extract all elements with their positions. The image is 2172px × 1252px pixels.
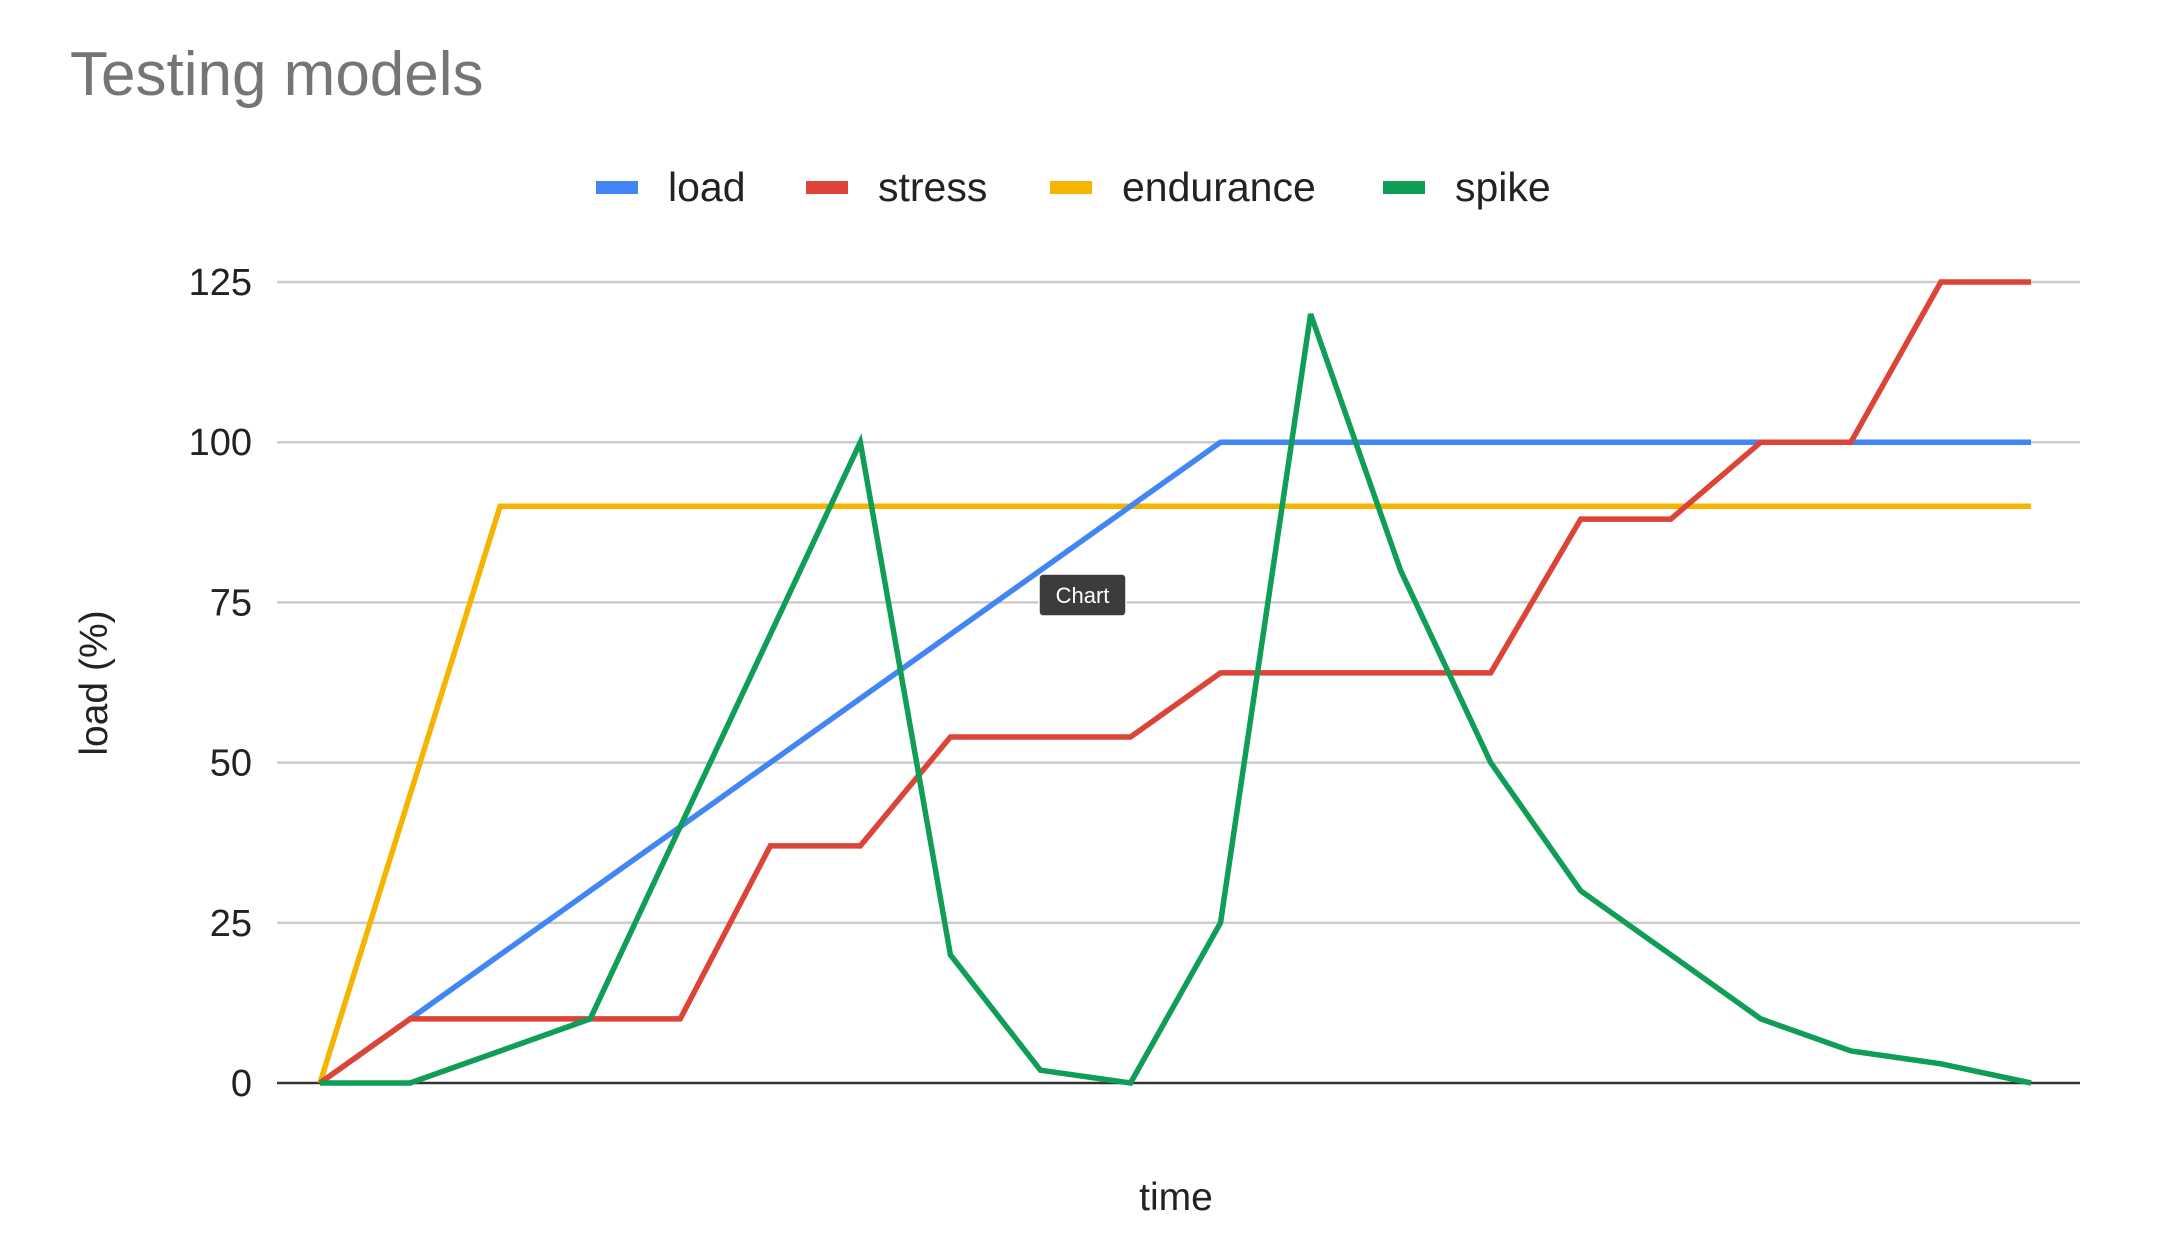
chart-title: Testing models [70,40,484,109]
y-axis-tick-labels: 0 25 50 75 100 125 [189,262,252,1105]
series-line-stress [318,279,2031,1086]
tooltip-text: Chart [1056,583,1110,608]
y-axis-title: load (%) [73,610,116,755]
y-tick-label: 50 [210,743,252,785]
series-line-spike [320,313,2032,1086]
legend: load stress endurance spike [596,164,1551,210]
y-tick-label: 100 [189,422,252,464]
legend-label-load: load [668,164,746,210]
tooltip: Chart [1038,573,1127,617]
gridlines [277,280,2080,1085]
y-tick-label: 0 [231,1063,252,1105]
legend-label-endurance: endurance [1122,164,1316,210]
legend-swatch-stress [806,181,848,194]
x-axis-title: time [1139,1176,1213,1219]
legend-swatch-spike [1383,181,1425,194]
legend-swatch-endurance [1050,181,1092,194]
series-line-endurance [317,503,2031,1084]
tooltip-box [1038,573,1127,617]
y-tick-label: 125 [189,262,252,304]
legend-swatch-load [596,181,638,194]
y-tick-label: 25 [210,903,252,945]
y-tick-label: 75 [210,582,252,624]
legend-label-stress: stress [878,164,987,210]
series-line-load [318,439,2031,1086]
series-lines [317,279,2032,1086]
legend-label-spike: spike [1455,164,1551,210]
